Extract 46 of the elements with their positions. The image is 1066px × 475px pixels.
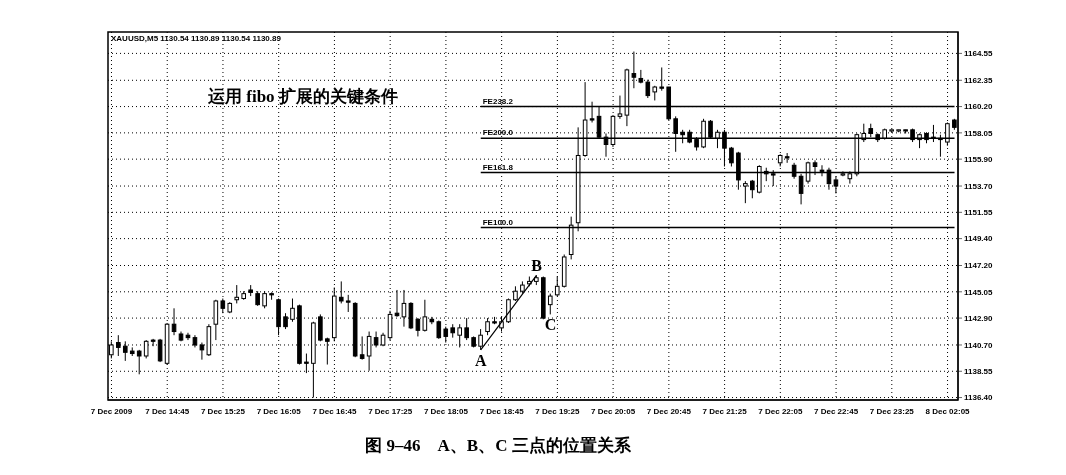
y-tick-label: 1160.20	[964, 102, 994, 112]
ref-line-label: FE161.8	[482, 162, 514, 172]
y-tick-label: 1145.05	[964, 287, 994, 297]
candlestick	[150, 338, 156, 347]
y-tick-label: 1140.70	[964, 340, 994, 350]
x-tick-label: 7 Dec 18:05	[423, 406, 469, 416]
ref-line-label: FE238.2	[482, 96, 514, 106]
x-tick-label: 7 Dec 23:25	[869, 406, 915, 416]
text: 运用 fibo 扩展的关键条件	[207, 87, 398, 106]
x-tick-label: 7 Dec 16:05	[256, 406, 302, 416]
caption: 图 9–46 A、B、C 三点的位置关系	[364, 435, 632, 457]
x-tick-label: 8 Dec 02:05	[925, 406, 971, 416]
y-tick-label: 1155.90	[964, 154, 994, 164]
annotation: A	[474, 351, 487, 369]
x-tick-label: 7 Dec 22:05	[758, 406, 803, 416]
y-tick-label: 1153.70	[964, 181, 994, 191]
y-tick-label: 1149.40	[964, 234, 994, 244]
y-tick-label: 1158.05	[964, 128, 994, 138]
x-tick-label: 7 Dec 16:45	[312, 406, 357, 416]
x-tick-label: 7 Dec 22:45	[814, 406, 859, 416]
ref-line-label: FE100.0	[482, 217, 514, 227]
y-tick-label: 1136.40	[964, 393, 994, 403]
x-tick-label: 7 Dec 2009	[90, 406, 133, 416]
x-tick-label: 7 Dec 20:05	[591, 406, 636, 416]
candlestick	[143, 339, 149, 359]
x-tick-label: 7 Dec 21:25	[702, 406, 748, 416]
candlestick	[547, 293, 553, 315]
y-tick-label: 1142.90	[964, 313, 994, 323]
x-tick-label: 7 Dec 19:25	[535, 406, 580, 416]
annotation: XAUUSD,M5 1130.54 1130.89 1130.54 1130.89	[111, 34, 282, 43]
x-tick-label: 7 Dec 15:25	[200, 406, 246, 416]
y-tick-label: 1162.35	[964, 76, 994, 86]
annotation: C	[544, 316, 557, 334]
ref-line-label: FE200.0	[482, 128, 514, 138]
candlestick	[116, 334, 121, 357]
annotation: B	[531, 257, 543, 275]
candlestick	[436, 320, 442, 340]
x-tick-label: 7 Dec 17:25	[368, 406, 413, 416]
x-tick-label: 7 Dec 14:45	[145, 406, 190, 416]
candlestick	[234, 284, 240, 304]
x-tick-label: 7 Dec 18:45	[479, 406, 525, 416]
y-tick-label: 1138.55	[964, 367, 994, 377]
y-tick-label: 1151.55	[964, 208, 994, 218]
y-tick-label: 1147.20	[964, 261, 994, 271]
y-tick-label: 1164.55	[964, 49, 994, 59]
x-tick-label: 7 Dec 20:45	[646, 406, 692, 416]
